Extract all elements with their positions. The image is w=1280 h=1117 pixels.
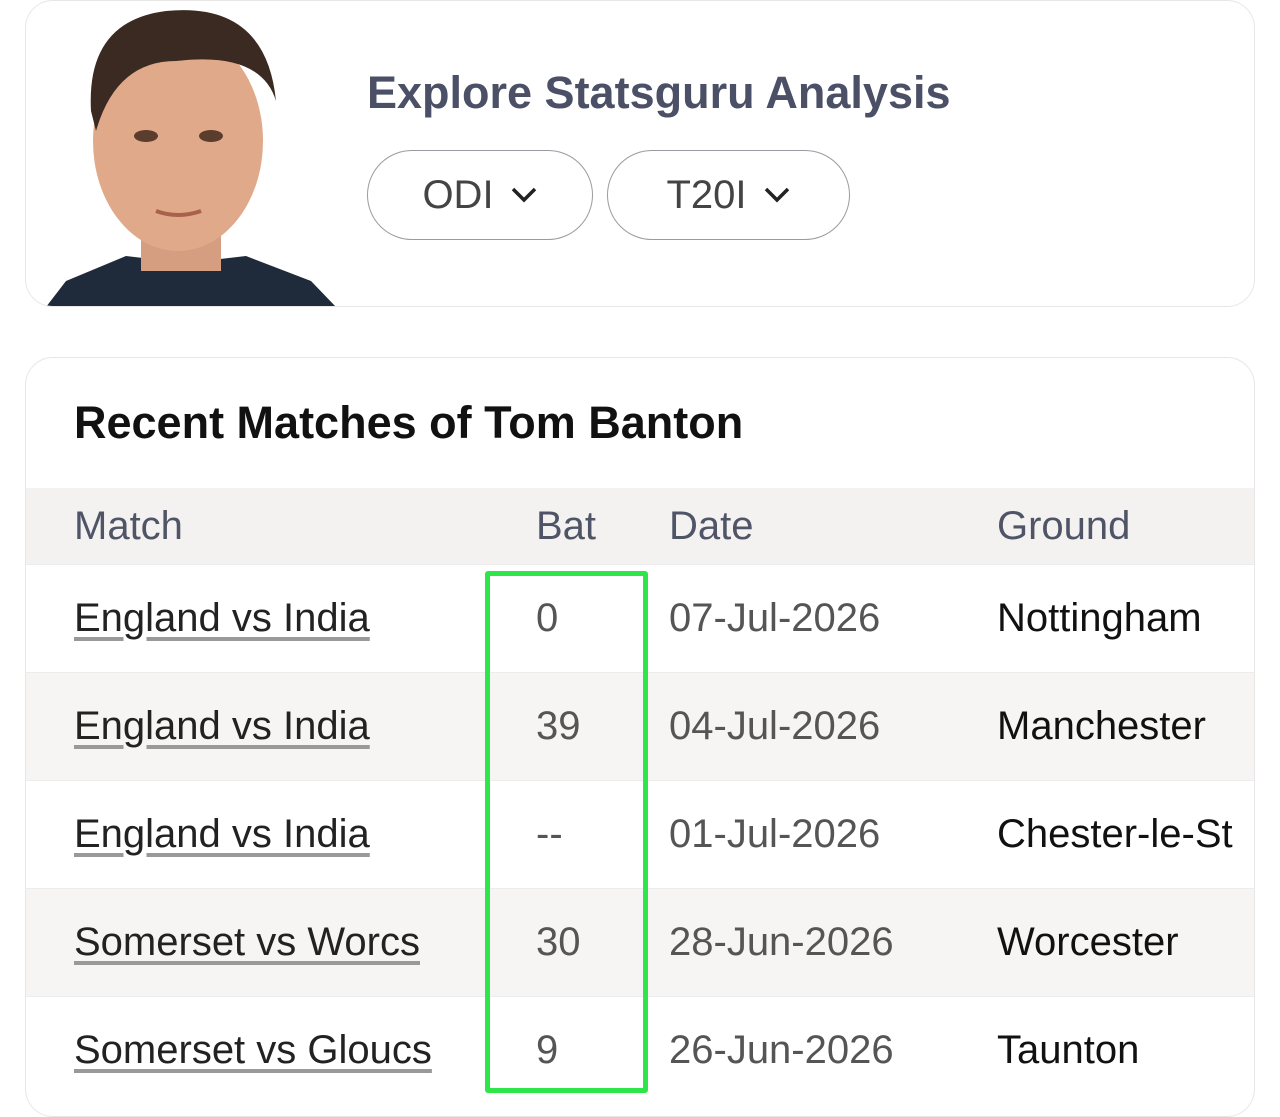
column-header: Bat: [536, 488, 669, 565]
ground-cell: Worcester: [997, 888, 1254, 997]
section-title: Explore Statsguru Analysis: [367, 67, 951, 118]
chevron: [764, 187, 789, 203]
match-cell: Somerset vs Worcs: [26, 888, 536, 997]
match-cell: Somerset vs Gloucs: [26, 996, 536, 1104]
match-cell: England vs India: [26, 564, 536, 673]
date-cell: 01-Jul-2026: [669, 780, 997, 889]
match-link[interactable]: Somerset vs Gloucs: [74, 1028, 432, 1072]
match-row: England vs India 39 04-Jul-2026 Manchester: [26, 672, 1254, 781]
match-link[interactable]: England vs India: [74, 704, 370, 748]
chevron: [511, 187, 536, 203]
ground-cell: Manchester: [997, 672, 1254, 781]
date-cell: 07-Jul-2026: [669, 564, 997, 673]
date-cell: 04-Jul-2026: [669, 672, 997, 781]
match-cell: England vs India: [26, 780, 536, 889]
date-cell: 26-Jun-2026: [669, 996, 997, 1104]
date-cell: 28-Jun-2026: [669, 888, 997, 997]
analysis-card: Explore Statsguru Analysis ODI T20I: [25, 0, 1255, 307]
button-label: T20I: [666, 172, 747, 217]
column-header: Ground: [997, 488, 1254, 565]
match-row: England vs India -- 01-Jul-2026 Chester-le-…: [26, 780, 1254, 889]
highlight-box: [485, 571, 648, 1093]
ground-cell: Nottingham: [997, 564, 1254, 673]
format-dropdown[interactable]: T20I: [607, 150, 850, 240]
column-header: Date: [669, 488, 997, 565]
format-dropdown[interactable]: ODI: [367, 150, 593, 240]
match-link[interactable]: England vs India: [74, 812, 370, 856]
column-header: Match: [26, 488, 536, 565]
card-title: Recent Matches of Tom Banton: [74, 397, 744, 448]
header-row: Match Bat Date Ground: [26, 488, 1254, 565]
ground-cell: Chester-le-St: [997, 780, 1254, 889]
player-photo: [46, 10, 336, 306]
ground-cell: Taunton: [997, 996, 1254, 1104]
match-link[interactable]: England vs India: [74, 596, 370, 640]
match-link[interactable]: Somerset vs Worcs: [74, 920, 420, 964]
match-cell: England vs India: [26, 672, 536, 781]
button-label: ODI: [422, 172, 494, 217]
